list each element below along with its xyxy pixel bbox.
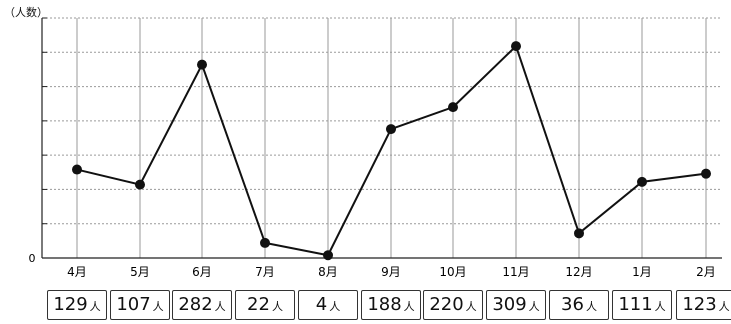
value-unit-1: 人 [152,300,164,313]
value-box-9: 111 人 [612,290,672,320]
value-unit-0: 人 [89,300,101,313]
x-tick-label-6: 10月 [439,265,466,279]
value-box-3: 22 人 [235,290,295,320]
value-unit-8: 人 [585,300,597,313]
value-box-10: 123 人 [676,290,731,320]
value-unit-4: 人 [329,300,341,313]
value-label-7: 309 [492,294,527,315]
value-box-6: 220 人 [423,290,483,320]
value-label-1: 107 [116,294,151,315]
value-box-5: 188 人 [361,290,421,320]
data-point-3 [260,237,270,248]
x-tick-label-5: 9月 [381,265,401,279]
value-label-5: 188 [367,294,402,315]
value-box-8: 36 人 [549,290,609,320]
data-point-10 [701,168,711,179]
data-point-1 [135,179,145,190]
value-label-8: 36 [561,294,584,315]
data-point-0 [72,164,82,175]
value-box-7: 309 人 [486,290,546,320]
axes [41,17,722,259]
value-unit-5: 人 [403,300,415,313]
value-box-0: 129 人 [47,290,107,320]
x-tick-label-7: 11月 [502,265,529,279]
x-tick-label-2: 6月 [192,265,212,279]
value-label-2: 282 [178,294,213,315]
data-point-9 [637,176,647,187]
value-box-1: 107 人 [110,290,170,320]
line-chart: 0 4月 5月 6月 7月 8月 9月 10月 11月 12月 1月 2月 [29,17,722,279]
value-unit-9: 人 [654,300,666,313]
y-axis-unit-label: （人数） [4,6,48,19]
data-point-2 [197,59,207,70]
x-tick-label-9: 1月 [632,265,652,279]
value-unit-7: 人 [528,300,540,313]
tick-labels: 0 4月 5月 6月 7月 8月 9月 10月 11月 12月 1月 2月 [29,252,716,279]
value-label-3: 22 [247,294,270,315]
data-point-6 [448,102,458,113]
y-zero-label: 0 [29,252,36,265]
value-label-4: 4 [315,294,328,315]
x-tick-label-8: 12月 [565,265,592,279]
data-point-7 [511,41,521,52]
value-label-10: 123 [682,294,717,315]
value-label-6: 220 [429,294,464,315]
value-unit-3: 人 [271,300,283,313]
data-point-8 [574,228,584,239]
value-label-9: 111 [618,294,653,315]
x-tick-label-4: 8月 [318,265,338,279]
value-label-0: 129 [53,294,88,315]
x-tick-label-10: 2月 [696,265,716,279]
value-unit-6: 人 [465,300,477,313]
value-unit-10: 人 [718,300,730,313]
grid [42,17,722,258]
x-tick-label-1: 5月 [130,265,150,279]
value-unit-2: 人 [214,300,226,313]
data-point-5 [386,124,396,135]
x-tick-label-0: 4月 [67,265,87,279]
x-tick-label-3: 7月 [255,265,275,279]
data-point-4 [323,250,333,261]
value-boxes: 129 人 107 人 282 人 22 人 4 人 188 人 220 人 309 人 36 人 111 人 123 人 [0,290,731,324]
value-box-2: 282 人 [172,290,232,320]
series [72,41,711,261]
